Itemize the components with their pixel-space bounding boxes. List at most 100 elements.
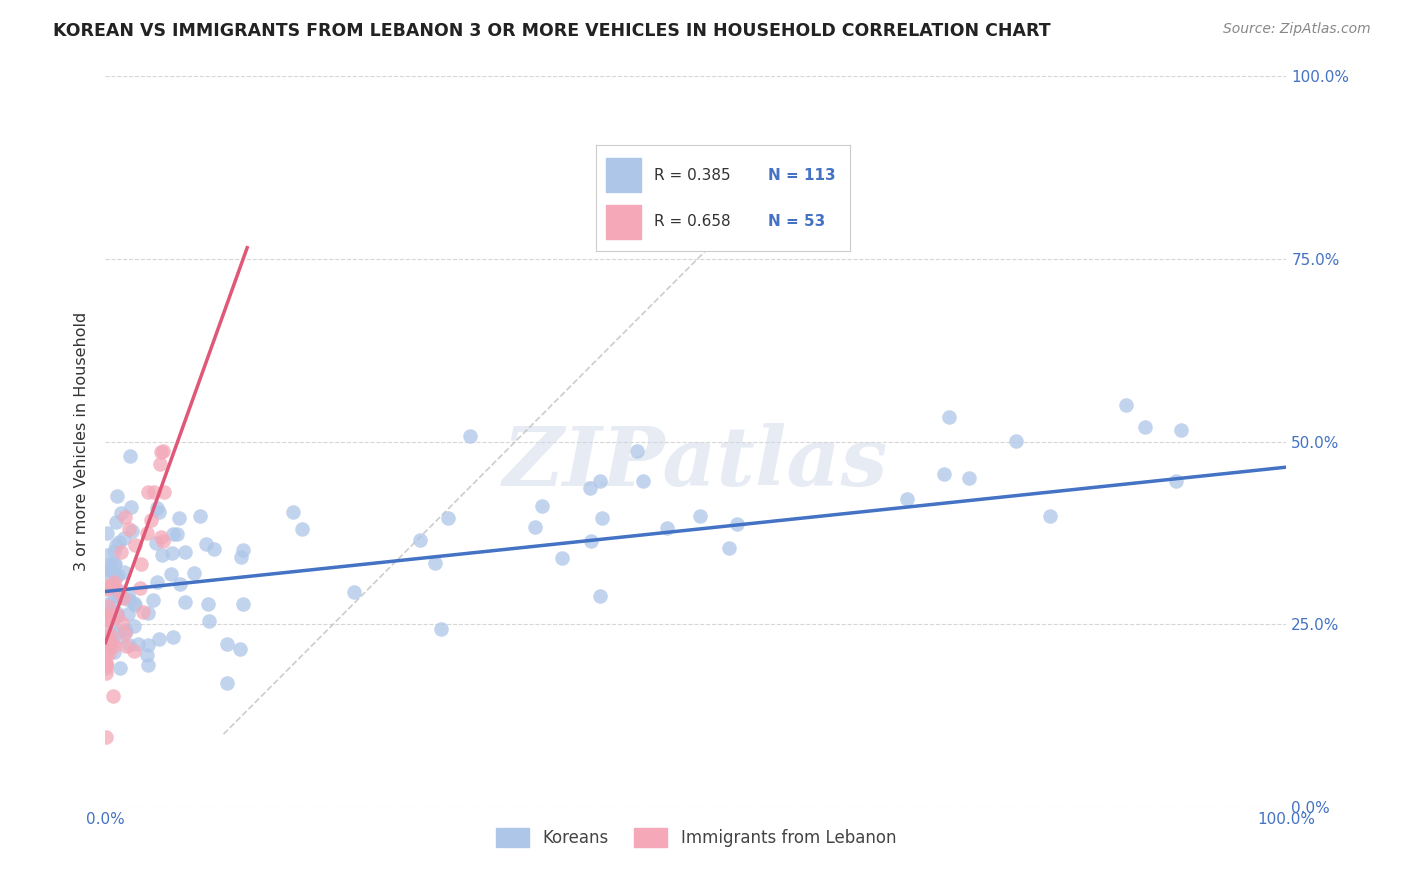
Point bbox=[103, 575, 125, 590]
Point bbox=[114, 623, 136, 637]
Point bbox=[105, 515, 128, 529]
Point bbox=[146, 501, 169, 516]
Point bbox=[934, 467, 956, 481]
Point bbox=[96, 563, 118, 577]
Point bbox=[104, 557, 127, 571]
Point bbox=[136, 526, 159, 541]
Point bbox=[717, 541, 740, 556]
Point bbox=[107, 588, 129, 602]
Point bbox=[578, 481, 600, 495]
Point bbox=[115, 639, 138, 653]
Point bbox=[100, 578, 122, 592]
Point bbox=[551, 550, 574, 565]
Point bbox=[197, 597, 219, 611]
Point bbox=[98, 612, 121, 626]
Point bbox=[142, 485, 165, 500]
Point bbox=[183, 566, 205, 580]
Point bbox=[136, 648, 159, 662]
Point bbox=[896, 492, 918, 507]
Point bbox=[97, 581, 120, 595]
Point bbox=[217, 676, 239, 690]
Point bbox=[142, 593, 165, 607]
Point bbox=[162, 631, 184, 645]
Point bbox=[111, 616, 134, 631]
Point bbox=[150, 548, 173, 562]
Point bbox=[103, 645, 125, 659]
Point bbox=[162, 526, 184, 541]
Point bbox=[139, 513, 162, 527]
Point bbox=[430, 622, 453, 636]
Point bbox=[117, 588, 139, 602]
Point bbox=[174, 595, 197, 609]
Point bbox=[108, 535, 131, 549]
Point bbox=[1133, 420, 1156, 434]
Point bbox=[103, 544, 125, 558]
Point bbox=[97, 638, 120, 652]
Point bbox=[1039, 509, 1062, 524]
Point bbox=[114, 509, 136, 524]
Point bbox=[111, 591, 134, 605]
Point bbox=[112, 532, 135, 546]
Point bbox=[132, 605, 155, 619]
Point bbox=[94, 661, 117, 675]
Point bbox=[96, 666, 118, 681]
Point bbox=[1004, 434, 1026, 449]
Point bbox=[103, 557, 125, 571]
Point bbox=[127, 637, 149, 651]
Point bbox=[1164, 474, 1187, 488]
Point bbox=[94, 579, 117, 593]
Point bbox=[94, 582, 117, 596]
Point bbox=[104, 626, 127, 640]
Point bbox=[103, 592, 125, 607]
Point bbox=[107, 590, 129, 604]
Point bbox=[96, 639, 118, 653]
Point bbox=[96, 640, 118, 655]
Point bbox=[112, 565, 135, 579]
Point bbox=[1170, 423, 1192, 437]
Point bbox=[202, 542, 225, 557]
Point bbox=[107, 568, 129, 582]
Point bbox=[232, 543, 254, 558]
Point bbox=[98, 558, 121, 572]
Point bbox=[626, 443, 648, 458]
Point bbox=[94, 612, 117, 626]
Point bbox=[118, 638, 141, 652]
Point bbox=[437, 511, 460, 525]
Point bbox=[146, 574, 169, 589]
Point bbox=[229, 641, 252, 656]
Point bbox=[97, 599, 120, 614]
Point bbox=[959, 471, 981, 485]
Y-axis label: 3 or more Vehicles in Household: 3 or more Vehicles in Household bbox=[75, 312, 90, 571]
Point bbox=[101, 617, 124, 632]
Point bbox=[136, 638, 159, 652]
Point bbox=[111, 590, 134, 604]
Point bbox=[408, 533, 430, 547]
Point bbox=[425, 556, 447, 570]
Point bbox=[291, 522, 314, 536]
Point bbox=[114, 624, 136, 639]
Point bbox=[343, 585, 366, 599]
Point bbox=[96, 657, 118, 672]
Point bbox=[108, 661, 131, 675]
Point bbox=[97, 597, 120, 611]
Point bbox=[101, 605, 124, 619]
Point bbox=[129, 581, 152, 595]
Point bbox=[107, 630, 129, 644]
Point bbox=[215, 636, 238, 650]
Point bbox=[96, 656, 118, 670]
Point bbox=[188, 508, 211, 523]
Point bbox=[124, 599, 146, 613]
Point bbox=[232, 597, 254, 611]
Point bbox=[523, 520, 546, 534]
Point bbox=[124, 538, 146, 552]
Point bbox=[107, 489, 129, 503]
Point bbox=[96, 611, 118, 625]
Point bbox=[149, 530, 172, 544]
Point bbox=[98, 602, 121, 616]
Point bbox=[96, 634, 118, 648]
Point bbox=[103, 578, 125, 592]
Point bbox=[110, 545, 132, 559]
Point bbox=[94, 612, 117, 626]
Point bbox=[591, 511, 613, 525]
Point bbox=[110, 506, 132, 520]
